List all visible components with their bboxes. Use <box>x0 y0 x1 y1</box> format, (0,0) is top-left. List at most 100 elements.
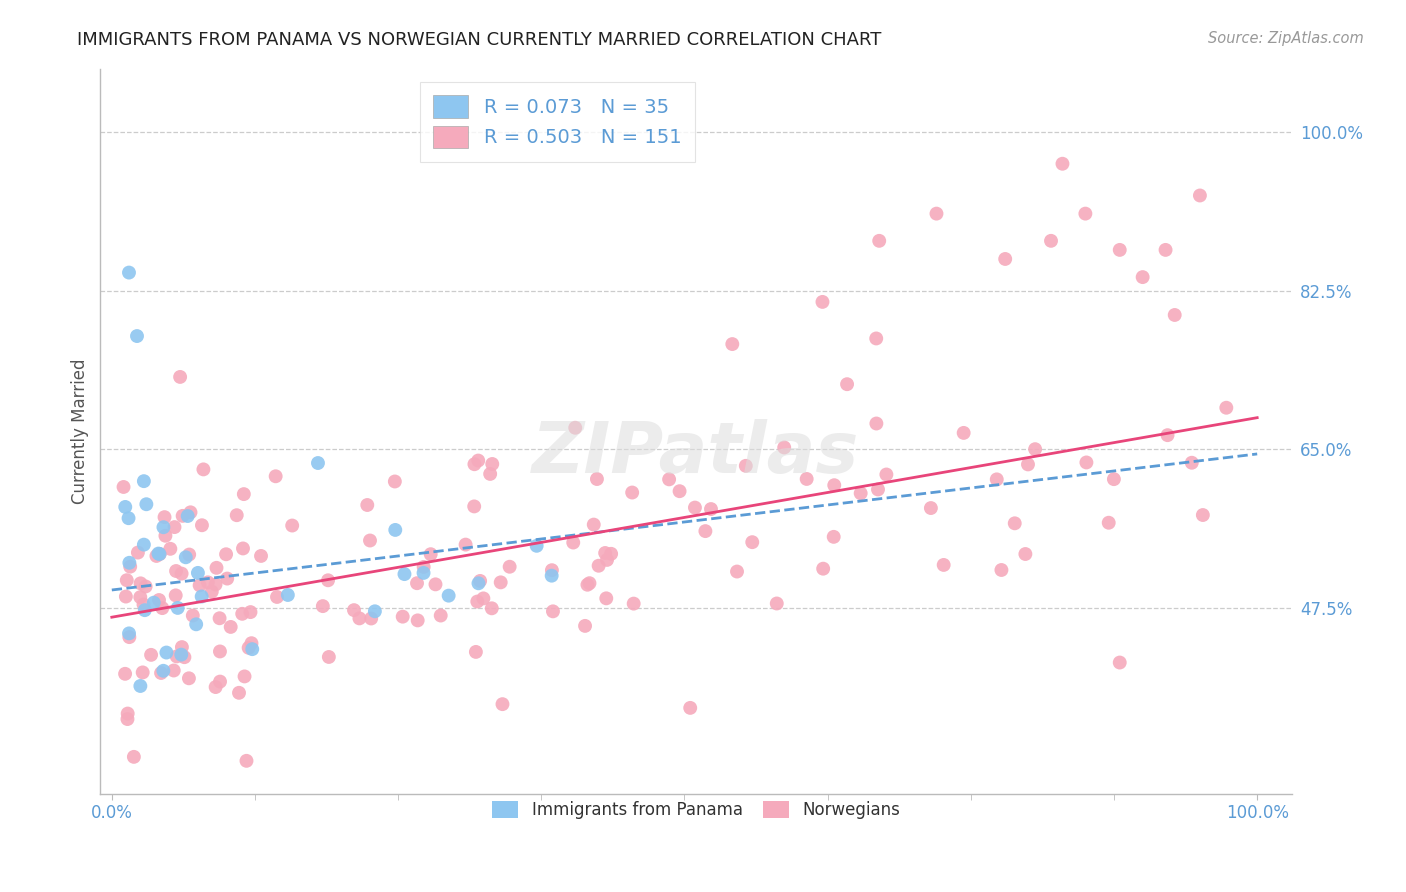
Point <box>179 548 201 562</box>
Text: Source: ZipAtlas.com: Source: ZipAtlas.com <box>1208 31 1364 46</box>
Point <box>394 567 416 582</box>
Point <box>1004 516 1026 531</box>
Point <box>112 480 135 494</box>
Point <box>1192 508 1215 522</box>
Point <box>1164 308 1187 322</box>
Point <box>166 649 188 664</box>
Point <box>1188 188 1211 202</box>
Point <box>170 648 193 662</box>
Point <box>165 588 187 602</box>
Point <box>1076 455 1098 469</box>
Point <box>412 560 434 574</box>
Point <box>593 546 616 560</box>
Point <box>574 619 596 633</box>
Point <box>491 697 513 711</box>
Point <box>468 574 491 588</box>
Point <box>169 370 191 384</box>
Point <box>811 562 834 576</box>
Point <box>741 535 763 549</box>
Point <box>205 561 228 575</box>
Point <box>986 472 1008 486</box>
Point <box>541 563 564 577</box>
Point <box>188 578 211 592</box>
Point <box>734 458 756 473</box>
Point <box>135 579 157 593</box>
Point <box>562 535 585 549</box>
Point <box>129 576 152 591</box>
Point <box>773 441 796 455</box>
Point <box>172 508 194 523</box>
Point <box>170 640 193 654</box>
Point <box>114 500 136 514</box>
Point <box>174 550 197 565</box>
Text: IMMIGRANTS FROM PANAMA VS NORWEGIAN CURRENTLY MARRIED CORRELATION CHART: IMMIGRANTS FROM PANAMA VS NORWEGIAN CURR… <box>77 31 882 49</box>
Point <box>564 421 586 435</box>
Point <box>700 502 723 516</box>
Point <box>866 483 889 497</box>
Point <box>217 572 239 586</box>
Point <box>412 566 434 580</box>
Point <box>721 337 744 351</box>
Point <box>1074 206 1097 220</box>
Point <box>359 533 381 548</box>
Point <box>240 642 263 657</box>
Point <box>990 563 1012 577</box>
Point <box>1215 401 1237 415</box>
Point <box>658 472 681 486</box>
Point <box>219 620 242 634</box>
Point <box>823 478 845 492</box>
Point <box>152 520 174 534</box>
Point <box>406 576 429 591</box>
Point <box>679 701 702 715</box>
Point <box>120 559 142 574</box>
Point <box>1108 656 1130 670</box>
Point <box>159 541 181 556</box>
Point <box>994 252 1017 266</box>
Point <box>238 640 260 655</box>
Point <box>150 665 173 680</box>
Point <box>349 611 371 625</box>
Point <box>464 645 486 659</box>
Point <box>668 484 690 499</box>
Point <box>163 520 186 534</box>
Point <box>835 377 858 392</box>
Point <box>232 541 254 556</box>
Point <box>316 574 339 588</box>
Point <box>463 457 485 471</box>
Point <box>250 549 273 563</box>
Point <box>578 576 600 591</box>
Point <box>153 510 176 524</box>
Point <box>166 601 188 615</box>
Point <box>176 508 198 523</box>
Point <box>1156 428 1178 442</box>
Legend: Immigrants from Panama, Norwegians: Immigrants from Panama, Norwegians <box>485 794 907 826</box>
Point <box>1098 516 1121 530</box>
Point <box>145 549 167 563</box>
Point <box>1154 243 1177 257</box>
Point <box>796 472 818 486</box>
Point <box>489 575 512 590</box>
Point <box>312 599 335 614</box>
Point <box>695 524 717 538</box>
Point <box>463 500 485 514</box>
Point <box>135 497 157 511</box>
Point <box>208 674 231 689</box>
Point <box>277 588 299 602</box>
Point <box>540 568 562 582</box>
Point <box>1181 456 1204 470</box>
Point <box>586 472 609 486</box>
Point <box>582 517 605 532</box>
Point <box>467 453 489 467</box>
Point <box>191 518 214 533</box>
Point <box>215 547 238 561</box>
Point <box>187 566 209 580</box>
Point <box>823 530 845 544</box>
Point <box>186 617 208 632</box>
Point <box>406 614 429 628</box>
Point <box>498 559 520 574</box>
Point <box>281 518 304 533</box>
Point <box>266 590 288 604</box>
Point <box>165 564 187 578</box>
Point <box>150 601 173 615</box>
Point <box>204 577 226 591</box>
